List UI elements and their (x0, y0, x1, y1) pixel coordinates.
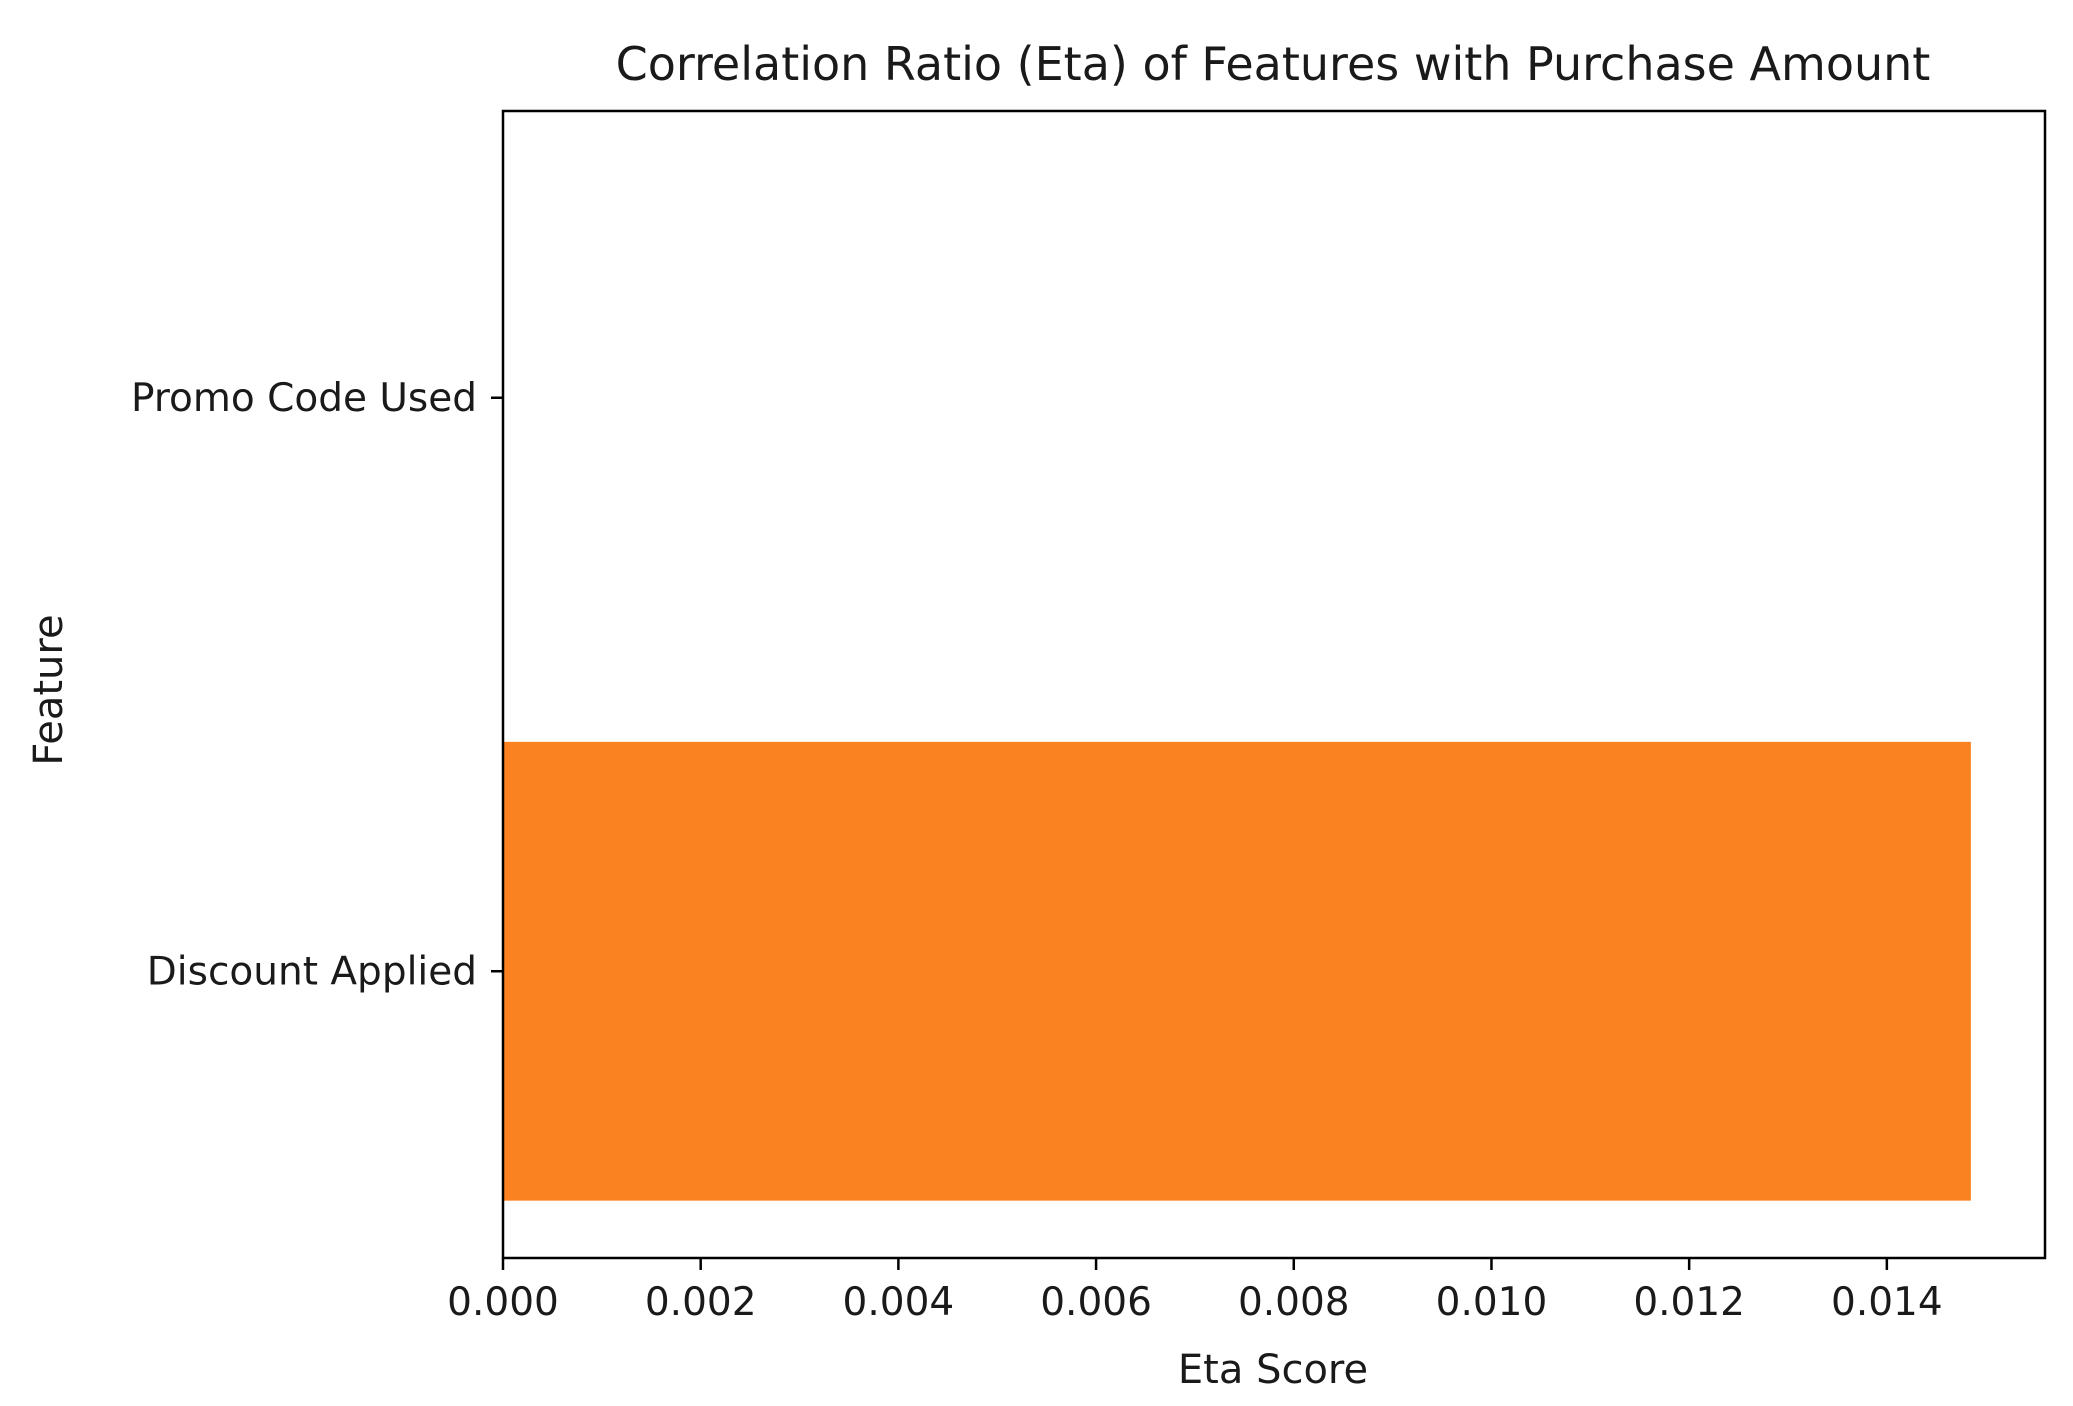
x-tick-label-5: 0.010 (1436, 1280, 1548, 1325)
x-tick-label-2: 0.004 (843, 1280, 955, 1325)
chart-title: Correlation Ratio (Eta) of Features with… (616, 37, 1931, 91)
x-tick-label-0: 0.000 (447, 1280, 559, 1325)
x-axis-label: Eta Score (1178, 1347, 1368, 1393)
bar-discount-applied (503, 741, 1971, 1201)
x-tick-label-3: 0.006 (1040, 1280, 1152, 1325)
x-tick-label-1: 0.002 (645, 1280, 757, 1325)
y-tick-label-discount-applied: Discount Applied (147, 949, 477, 994)
y-tick-label-promo-code-used: Promo Code Used (131, 376, 477, 421)
plot-area: 0.000 0.002 0.004 0.006 0.008 0.010 0.012 0.014… (131, 109, 2047, 1325)
y-axis-label: Feature (26, 614, 72, 765)
x-tick-label-4: 0.008 (1238, 1280, 1350, 1325)
x-tick-label-7: 0.014 (1831, 1280, 1943, 1325)
x-tick-label-6: 0.012 (1633, 1280, 1745, 1325)
axes-frame (501, 109, 2047, 1260)
